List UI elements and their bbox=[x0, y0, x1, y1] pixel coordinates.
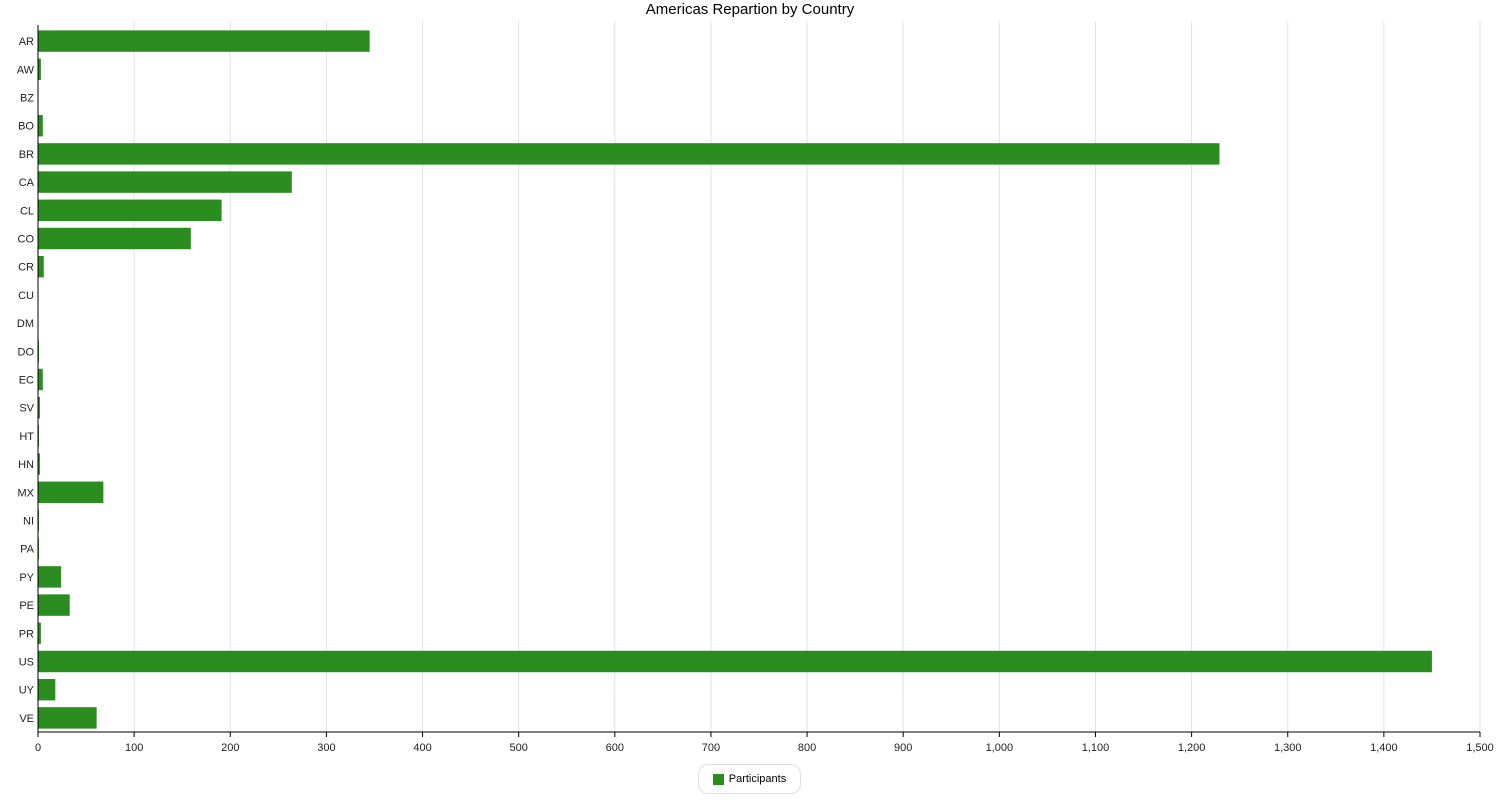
x-tick-label: 1,500 bbox=[1466, 742, 1494, 754]
y-tick-label: AR bbox=[19, 36, 34, 48]
y-tick-labels: AR AW BZ BO BR CA CL CO CR CU DM DO EC SV HT HN MX NI PA PY… bbox=[17, 36, 35, 725]
bar-cl[interactable] bbox=[38, 199, 222, 222]
axes bbox=[37, 25, 1481, 737]
x-tick-label: 1,000 bbox=[986, 742, 1014, 754]
x-tick-label: 400 bbox=[413, 742, 431, 754]
bar-sv[interactable] bbox=[38, 396, 40, 419]
bar-bo[interactable] bbox=[38, 114, 43, 137]
y-tick-label: CO bbox=[18, 234, 35, 246]
x-tick-label: 1,200 bbox=[1178, 742, 1206, 754]
y-tick-label: BR bbox=[19, 149, 34, 161]
y-tick-label: CA bbox=[19, 177, 35, 189]
bar-aw[interactable] bbox=[38, 58, 41, 81]
y-tick-label: SV bbox=[19, 403, 34, 415]
bar-ve[interactable] bbox=[38, 707, 97, 729]
bar-mx[interactable] bbox=[38, 481, 104, 504]
y-tick-label: US bbox=[19, 657, 34, 669]
x-tick-label: 800 bbox=[798, 742, 816, 754]
bar-uy[interactable] bbox=[38, 678, 56, 701]
x-tick-label: 1,300 bbox=[1274, 742, 1302, 754]
bars bbox=[38, 30, 1432, 729]
bar-ca[interactable] bbox=[38, 171, 292, 193]
bar-us[interactable] bbox=[38, 650, 1432, 673]
y-tick-label: CL bbox=[20, 205, 34, 217]
y-tick-label: DO bbox=[18, 346, 35, 358]
y-tick-label: PR bbox=[19, 628, 34, 640]
x-tick-labels: 0 100 200 300 400 500 600 700 800 900 1,000 1,100 1,… bbox=[35, 742, 1494, 754]
x-tick-label: 900 bbox=[894, 742, 912, 754]
y-tick-label: EC bbox=[19, 375, 34, 387]
bar-ec[interactable] bbox=[38, 368, 43, 391]
bar-co[interactable] bbox=[38, 227, 191, 250]
y-tick-label: HT bbox=[19, 431, 34, 443]
x-tick-label: 700 bbox=[702, 742, 720, 754]
x-tick-label: 200 bbox=[221, 742, 239, 754]
y-tick-label: UY bbox=[19, 685, 35, 697]
bar-pr[interactable] bbox=[38, 622, 41, 645]
legend-swatch bbox=[712, 773, 724, 785]
bar-pe[interactable] bbox=[38, 594, 70, 616]
x-tick-label: 1,400 bbox=[1370, 742, 1398, 754]
bar-cr[interactable] bbox=[38, 255, 44, 278]
x-tick-label: 100 bbox=[125, 742, 143, 754]
y-tick-label: MX bbox=[18, 487, 35, 499]
y-tick-label: PE bbox=[19, 600, 34, 612]
x-tick-label: 300 bbox=[317, 742, 335, 754]
y-tick-label: BO bbox=[18, 121, 34, 133]
chart-title: Americas Repartion by Country bbox=[645, 1, 855, 18]
y-tick-label: BZ bbox=[20, 93, 34, 105]
bar-br[interactable] bbox=[38, 143, 1220, 165]
bar-hn[interactable] bbox=[38, 453, 40, 475]
legend[interactable]: Participants bbox=[698, 764, 801, 794]
bar-ar[interactable] bbox=[38, 30, 370, 52]
y-tick-label: CU bbox=[18, 290, 34, 302]
y-tick-label: AW bbox=[17, 64, 35, 76]
x-tick-label: 500 bbox=[509, 742, 527, 754]
y-tick-label: CR bbox=[18, 262, 34, 274]
y-tick-label: PA bbox=[20, 544, 35, 556]
y-tick-label: PY bbox=[19, 572, 34, 584]
y-tick-label: DM bbox=[17, 318, 34, 330]
x-tick-label: 0 bbox=[35, 742, 41, 754]
y-tick-label: VE bbox=[19, 713, 34, 725]
legend-label: Participants bbox=[728, 773, 787, 785]
gridlines bbox=[133, 21, 1481, 732]
y-tick-label: HN bbox=[18, 459, 34, 471]
x-tick-label: 600 bbox=[606, 742, 624, 754]
bar-py[interactable] bbox=[38, 566, 62, 588]
y-tick-label: NI bbox=[23, 516, 34, 528]
x-tick-label: 1,100 bbox=[1082, 742, 1110, 754]
